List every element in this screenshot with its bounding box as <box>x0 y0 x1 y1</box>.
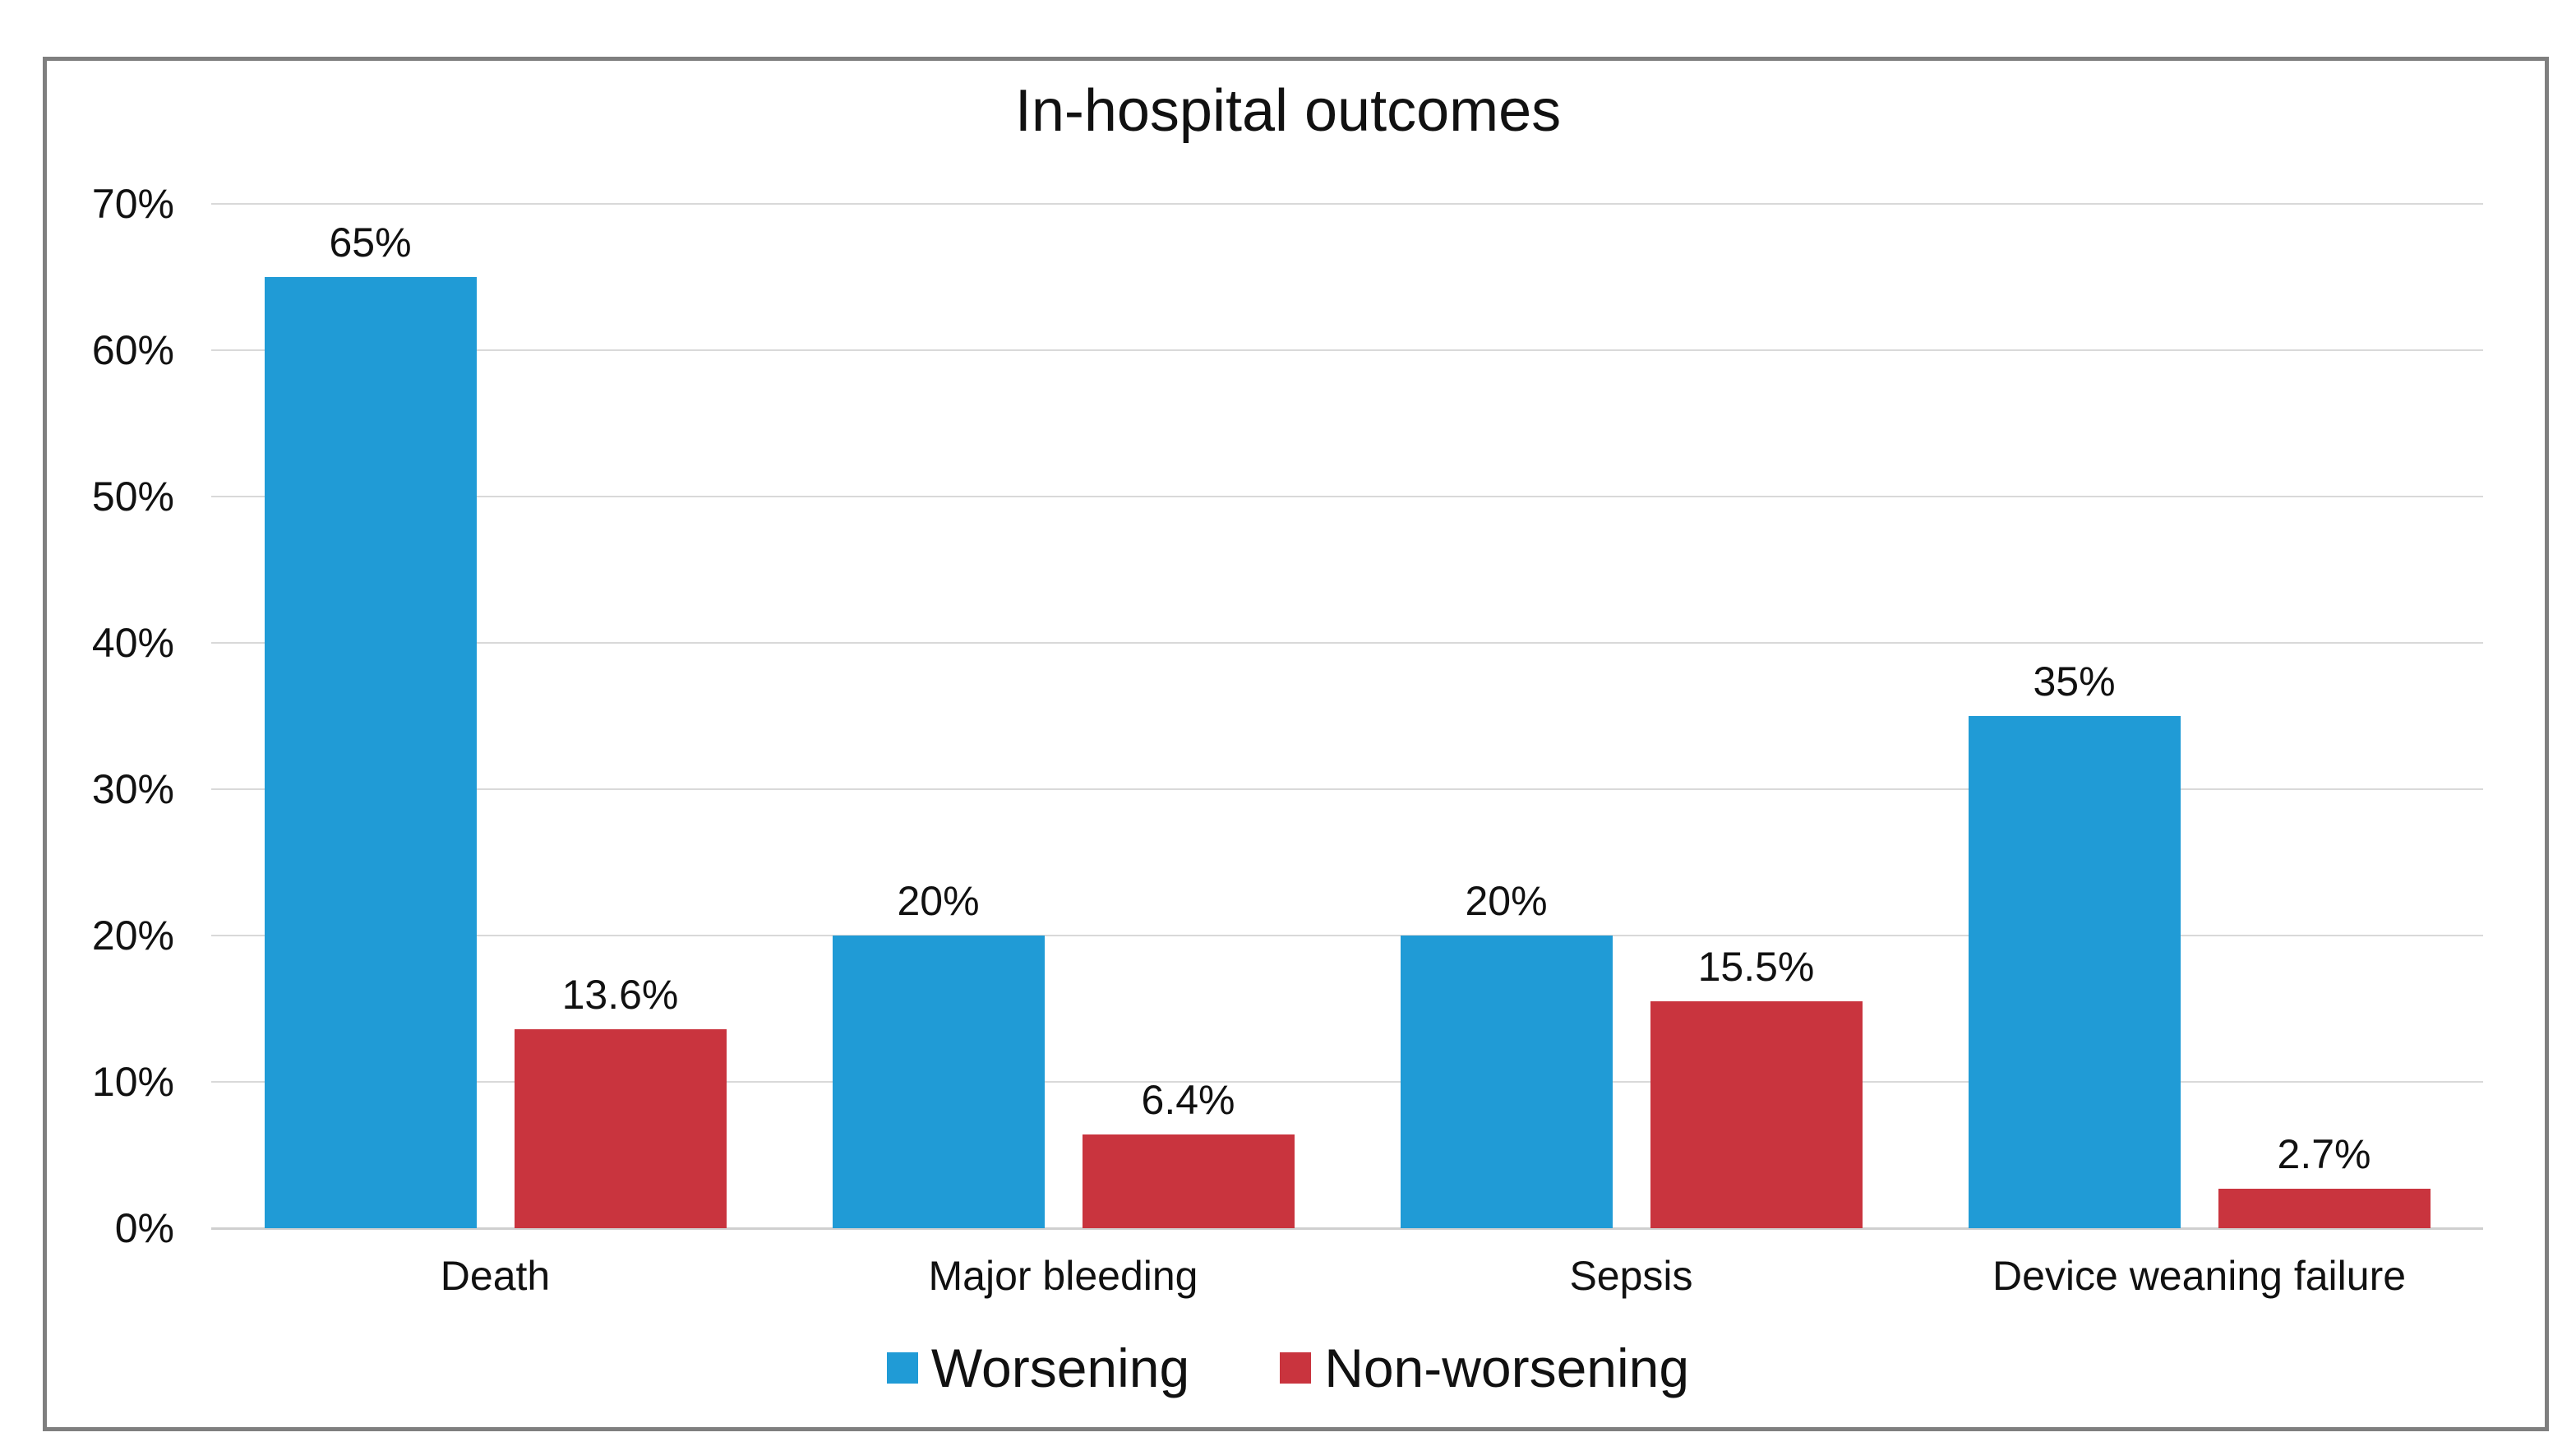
data-label-non-worsening-major-bleeding: 6.4% <box>1141 1077 1235 1124</box>
y-axis: 0% 10% 20% 30% 40% 50% 60% 70% <box>0 181 174 1251</box>
y-tick-label-50: 50% <box>91 474 174 520</box>
y-tick-label-40: 40% <box>91 620 174 666</box>
bars-layer: 65% 13.6% 20% 6.4% 20% 15.5% 35% 2.7% <box>211 204 2483 1228</box>
gridline-70 <box>211 203 2483 205</box>
bar-non-worsening-device-weaning-failure: 2.7% <box>2218 1131 2431 1228</box>
legend-item-worsening: Worsening <box>886 1338 1190 1398</box>
bar-group-major-bleeding: 20% 6.4% <box>779 204 1347 1228</box>
y-tick-label-20: 20% <box>91 913 174 959</box>
gridline-30 <box>211 788 2483 790</box>
bar-non-worsening-sepsis: 15.5% <box>1650 945 1863 1228</box>
gridline-50 <box>211 496 2483 497</box>
category-label-device-weaning-failure: Device weaning failure <box>1992 1253 2407 1299</box>
gridline-10 <box>211 1081 2483 1083</box>
data-label-non-worsening-device-weaning-failure: 2.7% <box>2277 1130 2371 1177</box>
bar-non-worsening-major-bleeding: 6.4% <box>1082 1078 1295 1228</box>
plot-area: 65% 13.6% 20% 6.4% 20% 15.5% 35% 2.7% <box>211 203 2483 1230</box>
data-label-non-worsening-death: 13.6% <box>561 971 679 1018</box>
data-label-worsening-death: 65% <box>329 219 412 266</box>
legend: Worsening Non-worsening <box>0 1338 2576 1398</box>
y-tick-label-70: 70% <box>91 181 174 227</box>
y-tick-label-30: 30% <box>91 766 174 812</box>
legend-item-non-worsening: Non-worsening <box>1280 1338 1689 1398</box>
data-label-worsening-major-bleeding: 20% <box>897 878 980 924</box>
bar-worsening-sepsis: 20% <box>1400 879 1613 1228</box>
data-label-non-worsening-sepsis: 15.5% <box>1697 944 1815 991</box>
legend-swatch-icon <box>886 1352 918 1384</box>
x-axis: Death Major bleeding Sepsis Device weaning … <box>211 1251 2483 1301</box>
chart-title: In-hospital outcomes <box>1014 78 1562 144</box>
bar-group-device-weaning-failure: 35% 2.7% <box>1915 204 2483 1228</box>
gridline-60 <box>211 349 2483 351</box>
legend-label: Non-worsening <box>1324 1338 1690 1398</box>
gridline-40 <box>211 642 2483 644</box>
y-tick-label-60: 60% <box>91 327 174 373</box>
bar-non-worsening-death: 13.6% <box>514 972 727 1228</box>
category-label-death: Death <box>440 1253 551 1299</box>
data-label-worsening-device-weaning-failure: 35% <box>2033 658 2116 705</box>
category-label-sepsis: Sepsis <box>1569 1253 1693 1299</box>
legend-swatch-icon <box>1280 1352 1312 1384</box>
bar-worsening-device-weaning-failure: 35% <box>1968 659 2181 1228</box>
data-label-worsening-sepsis: 20% <box>1465 878 1548 924</box>
bar-group-death: 65% 13.6% <box>211 204 779 1228</box>
bar-worsening-major-bleeding: 20% <box>832 879 1045 1228</box>
y-tick-label-10: 10% <box>91 1059 174 1105</box>
x-axis-baseline <box>211 1227 2483 1230</box>
gridline-20 <box>211 935 2483 936</box>
legend-label: Worsening <box>930 1338 1190 1398</box>
bar-worsening-death: 65% <box>264 220 477 1228</box>
category-label-major-bleeding: Major bleeding <box>928 1253 1198 1299</box>
y-tick-label-0: 0% <box>114 1205 174 1251</box>
bar-group-sepsis: 20% 15.5% <box>1347 204 1915 1228</box>
